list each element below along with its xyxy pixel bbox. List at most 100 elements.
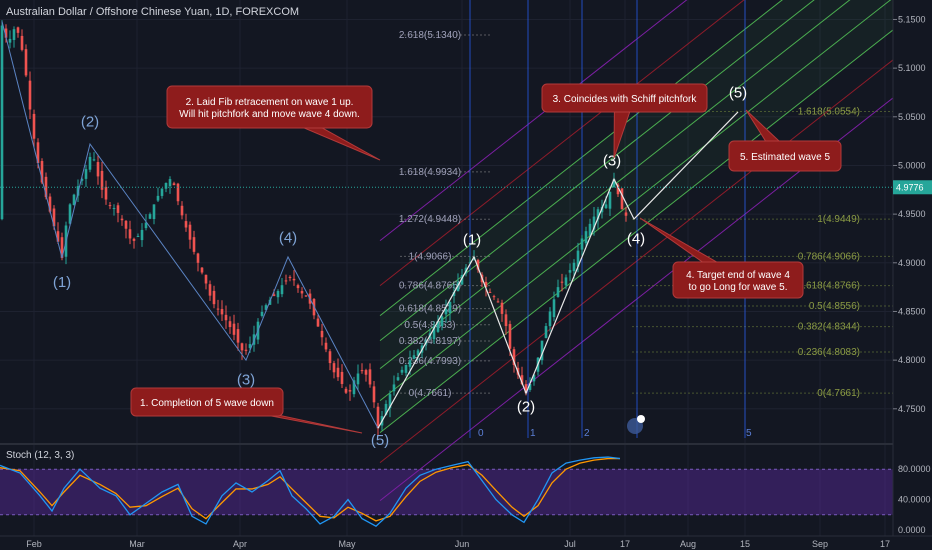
annotation-box[interactable] bbox=[166, 85, 373, 129]
time-tick-label: Feb bbox=[26, 539, 42, 549]
candle-body bbox=[432, 326, 436, 340]
candle-body bbox=[448, 301, 452, 313]
candle-body bbox=[620, 188, 624, 210]
candle-body bbox=[24, 49, 28, 76]
fib-right-label: 0.382(4.8344) bbox=[798, 322, 860, 333]
candle-body bbox=[184, 221, 188, 228]
annotation-text: 1. Completion of 5 wave down bbox=[140, 398, 274, 409]
candle-body bbox=[192, 237, 196, 252]
candle-body bbox=[168, 179, 172, 187]
candle-body bbox=[520, 375, 524, 385]
candle-body bbox=[236, 329, 240, 343]
time-tick-label: Jul bbox=[564, 539, 576, 549]
fib-right-label: 0.618(4.8766) bbox=[798, 281, 860, 292]
candle-body bbox=[460, 274, 464, 285]
candle-body bbox=[108, 205, 112, 207]
candle-body bbox=[148, 214, 152, 219]
stoch-band bbox=[0, 469, 893, 515]
fib-left-label: 1.618(4.9934) bbox=[399, 167, 461, 178]
candle-body bbox=[364, 370, 368, 375]
candle-body bbox=[540, 340, 544, 361]
elliott-wave-down bbox=[1, 21, 379, 429]
fib-time-zone-label: 5 bbox=[746, 428, 752, 439]
candle-body bbox=[528, 383, 532, 390]
annotation-box[interactable] bbox=[728, 140, 842, 172]
candle-body bbox=[48, 196, 52, 212]
stoch-legend: Stoch (12, 3, 3) bbox=[6, 450, 75, 461]
annotation-box[interactable] bbox=[672, 261, 804, 299]
candle-body bbox=[444, 309, 448, 315]
fib-left-label: 0.236(4.7993) bbox=[399, 356, 461, 367]
candle-body bbox=[368, 369, 372, 385]
wave-label: (1) bbox=[53, 274, 71, 291]
chart-title: Australian Dollar / Offshore Chinese Yua… bbox=[6, 6, 300, 18]
fib-right-label: 0.786(4.9066) bbox=[798, 251, 860, 262]
fib-left-label: 0.382(4.8197) bbox=[399, 336, 461, 347]
wave-label: (3) bbox=[603, 152, 621, 169]
fib-time-zone-label: 2 bbox=[584, 428, 590, 439]
candle-body bbox=[388, 394, 392, 409]
annotation-box[interactable] bbox=[541, 83, 708, 113]
candle-body bbox=[208, 284, 212, 296]
candle-body bbox=[60, 237, 64, 258]
candle-body bbox=[120, 218, 124, 221]
candle-body bbox=[476, 259, 480, 270]
time-tick-label: Jun bbox=[455, 539, 470, 549]
candle-body bbox=[280, 285, 284, 295]
price-tick-label: 4.8500 bbox=[898, 306, 926, 316]
candle-body bbox=[356, 373, 360, 385]
candle-body bbox=[264, 305, 268, 310]
candle-body bbox=[608, 191, 612, 209]
candle-body bbox=[128, 229, 132, 239]
candle-body bbox=[348, 390, 352, 392]
current-price-label: 4.9776 bbox=[896, 182, 924, 192]
fib-time-zone-label: 0 bbox=[478, 428, 484, 439]
fib-right-label: 0.5(4.8556) bbox=[809, 301, 860, 312]
annotation-text: 2. Laid Fib retracement on wave 1 up. bbox=[186, 97, 354, 108]
price-tick-label: 4.8000 bbox=[898, 355, 926, 365]
candle-body bbox=[284, 280, 288, 282]
candle-body bbox=[560, 281, 564, 283]
candle-body bbox=[212, 290, 216, 305]
wave-label: (1) bbox=[463, 231, 481, 248]
candle-body bbox=[604, 204, 608, 209]
candle-body bbox=[508, 324, 512, 349]
candle-body bbox=[488, 291, 492, 293]
candle-body bbox=[440, 316, 444, 327]
candle-body bbox=[140, 229, 144, 241]
annotation-box[interactable] bbox=[130, 387, 284, 417]
wave-label: (2) bbox=[81, 114, 99, 131]
candle-body bbox=[452, 292, 456, 296]
candle-body bbox=[288, 276, 292, 278]
candle-body bbox=[160, 188, 164, 196]
candle-body bbox=[372, 386, 376, 403]
fib-right-label: 0(4.7661) bbox=[817, 388, 860, 399]
candle-body bbox=[88, 156, 92, 170]
fib-left-label: 1.272(4.9448) bbox=[399, 214, 461, 225]
candle-body bbox=[524, 384, 528, 394]
candle-body bbox=[56, 231, 60, 242]
candle-body bbox=[0, 25, 4, 220]
price-tick-label: 4.9500 bbox=[898, 209, 926, 219]
candle-body bbox=[104, 186, 108, 200]
candle-body bbox=[336, 367, 340, 378]
candle-body bbox=[320, 330, 324, 338]
candle-body bbox=[512, 349, 516, 365]
candle-body bbox=[152, 204, 156, 220]
candle-body bbox=[240, 343, 244, 351]
candle-body bbox=[548, 311, 552, 327]
current-price-tag bbox=[893, 180, 932, 195]
stoch-tick-label: 40.0000 bbox=[898, 495, 931, 505]
price-tick-label: 5.1500 bbox=[898, 14, 926, 24]
candle-body bbox=[324, 342, 328, 350]
wave-label: (4) bbox=[627, 230, 645, 247]
price-tick-label: 4.7500 bbox=[898, 404, 926, 414]
candle-body bbox=[552, 299, 556, 318]
candle-body bbox=[412, 355, 416, 359]
candle-body bbox=[400, 369, 404, 373]
candle-body bbox=[132, 238, 136, 241]
stoch-tick-label: 0.0000 bbox=[898, 525, 926, 535]
stoch-d-line bbox=[0, 457, 620, 522]
